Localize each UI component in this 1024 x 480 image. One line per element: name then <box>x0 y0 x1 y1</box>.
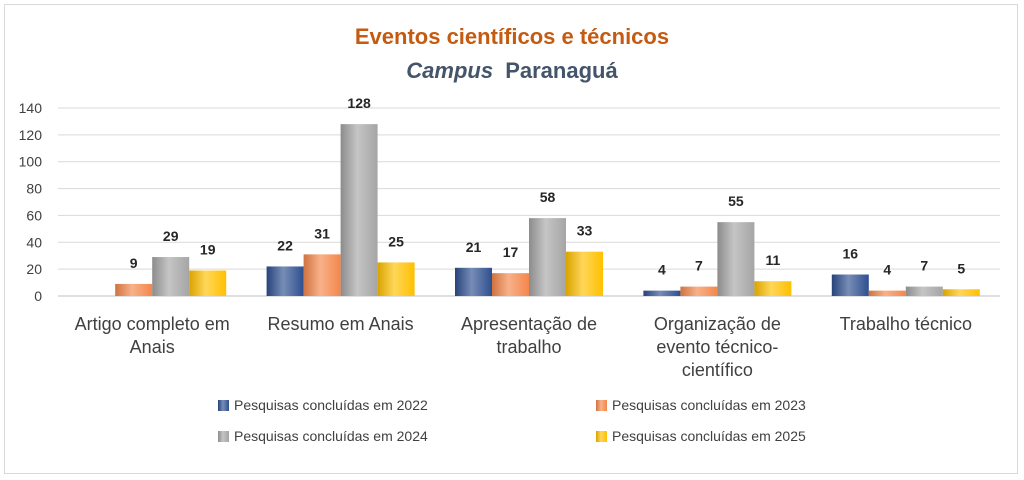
data-label: 31 <box>314 225 330 241</box>
bar <box>717 222 755 296</box>
x-tick-label: Trabalho técnico <box>840 314 972 334</box>
bar <box>905 286 943 296</box>
bar <box>340 124 378 296</box>
data-labels: 9 29 19 22 31 128 25 21 17 58 33 4 7 55 11 16 4 7 5 <box>130 95 966 278</box>
data-label: 17 <box>503 244 519 260</box>
bar <box>868 290 906 296</box>
bar <box>303 254 341 296</box>
bar <box>189 270 227 296</box>
x-tick-label: Resumo em Anais <box>268 314 414 334</box>
y-tick-label: 140 <box>19 100 43 116</box>
chart-subtitle-italic: Campus <box>406 58 493 83</box>
bar <box>455 267 492 296</box>
legend-swatch <box>218 431 229 442</box>
data-label: 16 <box>843 246 859 262</box>
y-tick-label: 40 <box>26 234 42 250</box>
bar <box>831 274 869 296</box>
data-label: 25 <box>388 233 404 249</box>
bar <box>152 257 190 296</box>
data-label: 29 <box>163 228 179 244</box>
y-tick-label: 20 <box>26 261 42 277</box>
data-label: 4 <box>883 262 891 278</box>
x-tick-label: Artigo completo em Anais <box>75 314 230 357</box>
data-label: 4 <box>658 262 666 278</box>
chart-frame <box>4 4 1018 474</box>
chart-title: Eventos científicos e técnicos <box>355 24 669 49</box>
bar <box>529 218 566 296</box>
legend-item: Pesquisas concluídas em 2025 <box>596 428 806 444</box>
y-tick-label: 100 <box>19 154 43 170</box>
data-label: 22 <box>277 237 293 253</box>
bar <box>680 286 718 296</box>
data-label: 5 <box>957 260 965 276</box>
bar <box>377 262 415 296</box>
x-tick-label: Organização de evento técnico-científico <box>654 314 781 380</box>
legend-swatch <box>596 400 607 411</box>
data-label: 58 <box>540 189 556 205</box>
legend-item: Pesquisas concluídas em 2024 <box>218 428 428 444</box>
bar <box>942 289 980 296</box>
x-tick-label: Apresentação de trabalho <box>461 314 597 357</box>
data-label: 7 <box>695 258 703 274</box>
legend-swatch <box>596 431 607 442</box>
bar <box>566 251 603 296</box>
y-axis: 0 20 40 60 80 100 120 140 <box>19 100 43 304</box>
legend-item: Pesquisas concluídas em 2022 <box>218 397 428 413</box>
bar <box>754 281 792 296</box>
y-tick-label: 120 <box>19 127 43 143</box>
legend: Pesquisas concluídas em 2022 Pesquisas co… <box>218 397 806 444</box>
bars <box>115 124 980 296</box>
x-axis: Artigo completo em Anais Resumo em Anais Ap… <box>75 314 972 380</box>
bar <box>266 266 304 296</box>
data-label: 128 <box>347 95 371 111</box>
chart-subtitle: Campus Paranaguá <box>406 58 618 83</box>
data-label: 21 <box>466 239 482 255</box>
legend-swatch <box>218 400 229 411</box>
legend-label: Pesquisas concluídas em 2022 <box>234 397 428 413</box>
data-label: 11 <box>765 252 780 268</box>
legend-label: Pesquisas concluídas em 2025 <box>612 428 806 444</box>
bar <box>115 283 153 296</box>
legend-item: Pesquisas concluídas em 2023 <box>596 397 806 413</box>
y-tick-label: 0 <box>34 288 42 304</box>
data-label: 55 <box>728 193 744 209</box>
y-tick-label: 60 <box>26 207 42 223</box>
y-tick-label: 80 <box>26 181 42 197</box>
data-label: 33 <box>577 223 593 239</box>
data-label: 7 <box>920 258 928 274</box>
legend-label: Pesquisas concluídas em 2024 <box>234 428 428 444</box>
bar <box>643 290 681 296</box>
data-label: 19 <box>200 241 216 257</box>
bar <box>492 273 529 296</box>
legend-label: Pesquisas concluídas em 2023 <box>612 397 806 413</box>
data-label: 9 <box>130 255 138 271</box>
chart-subtitle-rest: Paranaguá <box>505 58 618 83</box>
